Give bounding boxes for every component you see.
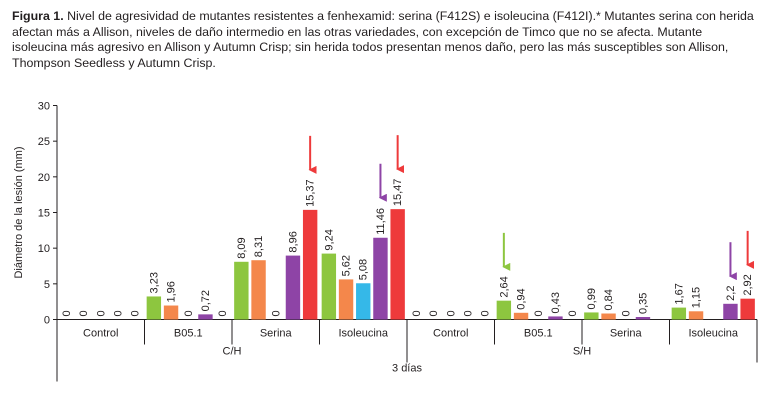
data-label: 0,35 xyxy=(637,293,649,314)
data-label: 0 xyxy=(217,310,229,316)
bar xyxy=(302,209,318,320)
x-tick-label: B05.1 xyxy=(524,328,553,340)
data-label: 1,67 xyxy=(673,283,685,304)
bar xyxy=(548,316,563,320)
x-tick-label: B05.1 xyxy=(174,328,203,340)
x-tick-label: Control xyxy=(433,328,468,340)
chart-annotations xyxy=(308,135,755,281)
data-label: 0 xyxy=(183,310,195,316)
data-label: 0 xyxy=(95,310,107,316)
y-tick-label: 20 xyxy=(38,172,50,184)
figure-label: Figura 1. xyxy=(12,9,64,23)
x-tick-label: Serina xyxy=(260,328,293,340)
bar xyxy=(513,312,529,320)
data-label: 0 xyxy=(620,310,632,316)
data-label: 1,15 xyxy=(691,287,703,308)
x-tick-label: Isoleucina xyxy=(688,328,738,340)
y-tick-label: 10 xyxy=(38,243,50,255)
data-label: 5,08 xyxy=(358,259,370,280)
x-axis-title: 3 días xyxy=(392,363,422,375)
y-tick-label: 30 xyxy=(38,101,50,113)
data-label: 0 xyxy=(270,310,282,316)
data-label: 0,84 xyxy=(603,289,615,310)
data-label: 2,92 xyxy=(742,274,754,295)
data-label: 0 xyxy=(567,310,579,316)
bar xyxy=(163,305,179,320)
data-label: 1,96 xyxy=(166,281,178,302)
y-tick-label: 15 xyxy=(38,208,50,220)
data-label: 0 xyxy=(462,310,474,316)
y-axis-title: Diámetro de la lesión (mm) xyxy=(13,146,25,278)
data-label: 8,31 xyxy=(253,236,265,257)
data-label: 0 xyxy=(130,310,142,316)
bar xyxy=(234,261,249,320)
x-tick-label: Serina xyxy=(610,328,643,340)
data-label: 0,43 xyxy=(550,292,562,313)
bar xyxy=(373,237,388,320)
figure-caption-text: Nivel de agresividad de mutantes resiste… xyxy=(12,9,754,70)
data-label: 9,24 xyxy=(323,229,335,250)
data-label: 0,99 xyxy=(586,288,598,309)
data-label: 0,72 xyxy=(200,290,212,311)
data-label: 15,47 xyxy=(392,179,404,207)
data-label: 0 xyxy=(428,310,440,316)
data-label: 3,23 xyxy=(148,272,160,293)
bar xyxy=(251,260,266,320)
data-label: 0 xyxy=(480,310,492,316)
bar xyxy=(285,255,301,320)
data-label: 0,94 xyxy=(516,288,528,309)
data-label: 0 xyxy=(78,310,90,316)
data-label: 8,09 xyxy=(236,237,248,258)
bar xyxy=(496,300,512,320)
data-label: 2,64 xyxy=(498,276,510,297)
figure-caption: Figura 1. Nivel de agresividad de mutant… xyxy=(12,9,760,71)
group-label: C/H xyxy=(223,346,242,358)
bar xyxy=(740,298,755,320)
data-label: 5,62 xyxy=(341,255,353,276)
y-tick-label: 25 xyxy=(38,136,50,148)
data-label: 8,96 xyxy=(287,231,299,252)
bar xyxy=(584,312,599,320)
x-tick-label: Isoleucina xyxy=(338,328,388,340)
group-label: S/H xyxy=(573,346,591,358)
bar xyxy=(321,253,337,320)
bar xyxy=(671,307,687,320)
bar xyxy=(723,303,738,320)
chart-bars xyxy=(146,209,755,320)
data-label: 0 xyxy=(411,310,423,316)
data-label: 0 xyxy=(445,310,457,316)
data-label: 0 xyxy=(61,310,73,316)
bar xyxy=(601,313,616,320)
y-tick-label: 0 xyxy=(44,315,50,327)
chart-axes: 0 5 10 15 20 25 30 Diámetro de la lesión (mm) Co… xyxy=(13,101,758,382)
data-label: 0 xyxy=(112,310,124,316)
data-label: 2,2 xyxy=(725,286,737,301)
x-tick-label: Control xyxy=(83,328,118,340)
bar xyxy=(688,311,704,320)
y-tick-label: 5 xyxy=(44,279,50,291)
bar xyxy=(146,296,162,320)
bar xyxy=(390,209,405,320)
bar xyxy=(198,314,213,320)
bar xyxy=(356,283,371,320)
data-label: 11,46 xyxy=(375,208,387,235)
data-label: 15,37 xyxy=(305,179,317,207)
bar xyxy=(338,279,354,320)
data-label: 0 xyxy=(533,310,545,316)
bar xyxy=(635,317,651,320)
